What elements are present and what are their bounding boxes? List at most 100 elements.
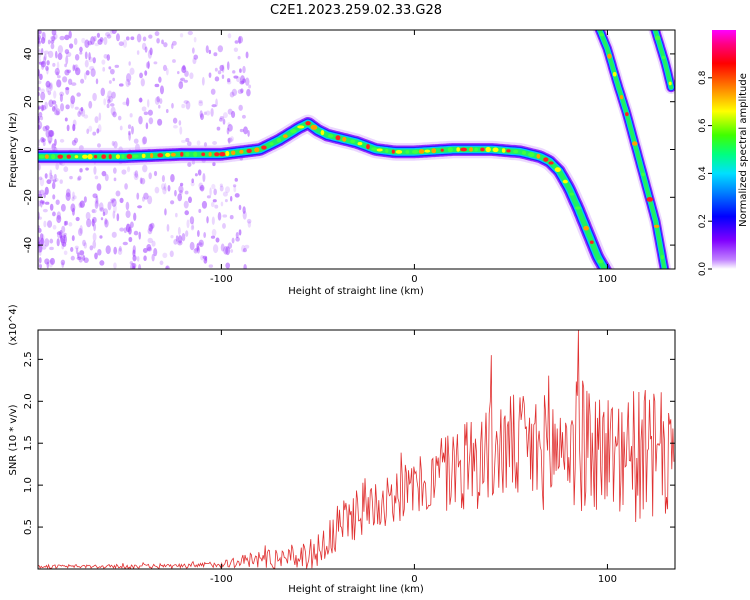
noise-dot — [197, 242, 203, 246]
noise-dot — [160, 183, 166, 190]
noise-dot — [225, 186, 230, 194]
noise-dot — [154, 83, 160, 88]
noise-dot — [173, 124, 178, 129]
noise-dot — [145, 61, 150, 69]
noise-dot — [109, 68, 115, 75]
noise-dot — [86, 218, 92, 228]
noise-dot — [212, 141, 218, 145]
noise-dot — [170, 200, 175, 205]
noise-dot — [75, 216, 80, 222]
noise-dot — [119, 197, 124, 204]
noise-dot — [44, 201, 50, 205]
noise-dot — [221, 64, 225, 73]
noise-dot — [219, 118, 223, 122]
colorbar-tick-label: 0.0 — [698, 262, 708, 277]
trace-peak — [604, 270, 608, 273]
noise-dot — [212, 244, 219, 254]
trace-peak — [150, 152, 154, 159]
noise-dot — [72, 123, 76, 132]
noise-dot — [217, 45, 224, 53]
noise-dot — [91, 208, 96, 213]
noise-dot — [247, 221, 252, 228]
noise-dot — [238, 229, 242, 236]
noise-dot — [54, 110, 60, 116]
noise-dot — [97, 248, 102, 256]
noise-dot — [92, 240, 97, 249]
noise-dot — [136, 50, 140, 55]
noise-dot — [88, 100, 93, 109]
noise-dot — [89, 245, 94, 251]
noise-dot — [158, 76, 162, 83]
noise-dot — [147, 60, 150, 70]
noise-dot — [128, 236, 133, 243]
noise-dot — [183, 200, 189, 209]
noise-dot — [241, 114, 246, 119]
noise-dot — [128, 226, 132, 235]
noise-dot — [209, 187, 212, 196]
noise-dot — [64, 34, 70, 41]
noise-dot — [142, 36, 147, 42]
noise-dot — [74, 106, 79, 110]
noise-dot — [40, 60, 46, 68]
noise-dot — [213, 188, 217, 196]
noise-dot — [38, 86, 41, 91]
noise-dot — [129, 67, 135, 75]
noise-dot — [64, 63, 67, 68]
trace-peak — [521, 150, 527, 155]
noise-dot — [38, 30, 42, 35]
colorbar-gradient — [712, 30, 736, 269]
trace-peak — [350, 139, 356, 144]
noise-dot — [231, 88, 238, 97]
noise-dot — [44, 173, 48, 179]
noise-dot — [191, 47, 195, 54]
noise-dot — [167, 185, 171, 192]
x-tick-label: 100 — [598, 574, 617, 585]
noise-dot — [105, 32, 111, 37]
noise-dot — [161, 175, 165, 183]
noise-dot — [72, 64, 76, 72]
noise-dot — [134, 170, 139, 178]
trace-peak — [219, 151, 226, 157]
colorbar-tick-label: 0.8 — [698, 70, 708, 85]
noise-dot — [200, 113, 204, 121]
y-tick-label: -40 — [23, 237, 34, 253]
noise-dot — [125, 78, 130, 88]
noise-dot — [205, 45, 209, 54]
noise-dot — [239, 80, 245, 85]
noise-dot — [55, 50, 58, 59]
x-tick-label: 0 — [411, 274, 417, 285]
noise-dot — [242, 65, 246, 74]
noise-dot — [46, 60, 50, 66]
noise-dot — [68, 30, 72, 39]
noise-dot — [88, 56, 94, 63]
noise-dot — [175, 235, 179, 242]
noise-dot — [238, 204, 242, 211]
noise-dot — [211, 216, 215, 225]
noise-dot — [88, 52, 91, 61]
noise-dot — [113, 204, 117, 213]
noise-dot — [49, 238, 54, 244]
noise-dot — [99, 202, 104, 211]
noise-dot — [229, 91, 235, 98]
trace-peak — [431, 148, 437, 154]
noise-dot — [210, 88, 216, 95]
trace-peak — [57, 154, 64, 159]
spectrogram-marks — [38, 30, 675, 273]
noise-dot — [83, 257, 89, 263]
noise-dot — [113, 167, 117, 174]
noise-dot — [45, 80, 51, 88]
noise-dot — [92, 92, 97, 102]
noise-dot — [38, 139, 41, 144]
noise-dot — [179, 182, 184, 187]
noise-dot — [208, 49, 212, 55]
noise-dot — [214, 204, 219, 209]
trace-peak — [569, 192, 575, 196]
noise-dot — [50, 174, 54, 182]
noise-dot — [154, 31, 160, 37]
noise-dot — [133, 173, 139, 181]
noise-dot — [123, 227, 128, 234]
noise-dot — [149, 47, 153, 56]
noise-dot — [116, 213, 120, 222]
noise-dot — [137, 205, 143, 209]
noise-dot — [177, 71, 180, 75]
